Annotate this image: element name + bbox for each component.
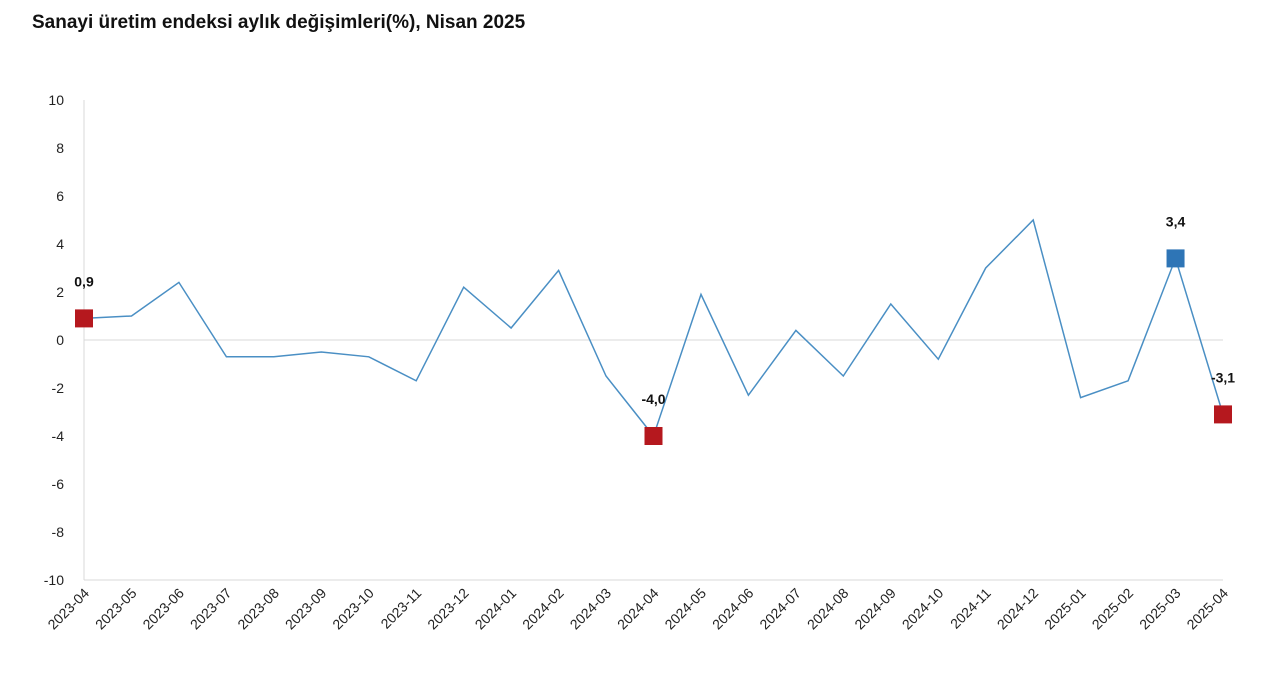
x-tick-label: 2024-02 xyxy=(519,585,567,633)
y-tick-label: 2 xyxy=(56,284,64,300)
data-point xyxy=(1126,379,1130,383)
y-tick-label: 8 xyxy=(56,140,64,156)
y-tick-label: 6 xyxy=(56,188,64,204)
x-tick-label: 2025-03 xyxy=(1136,585,1184,633)
y-tick-label: 4 xyxy=(56,236,64,252)
y-tick-label: -8 xyxy=(52,524,65,540)
data-point xyxy=(272,355,276,359)
data-label: -3,1 xyxy=(1211,369,1235,385)
x-tick-label: 2023-10 xyxy=(329,585,377,633)
x-tick-label: 2023-04 xyxy=(44,585,92,633)
data-point xyxy=(1079,396,1083,400)
x-tick-label: 2024-03 xyxy=(567,585,615,633)
data-point xyxy=(319,350,323,354)
data-point xyxy=(557,268,561,272)
data-point xyxy=(1031,218,1035,222)
data-point xyxy=(462,285,466,289)
data-point xyxy=(129,314,133,318)
highlight-marker xyxy=(1166,249,1185,268)
data-point xyxy=(177,280,181,284)
data-point xyxy=(984,266,988,270)
data-point xyxy=(604,374,608,378)
data-point xyxy=(936,357,940,361)
data-point xyxy=(889,302,893,306)
x-tick-label: 2024-04 xyxy=(614,585,662,633)
y-tick-label: -10 xyxy=(44,572,64,588)
data-point xyxy=(841,374,845,378)
x-tick-label: 2024-05 xyxy=(661,585,709,633)
highlight-marker xyxy=(75,309,93,328)
x-tick-label: 2024-07 xyxy=(756,585,804,633)
data-label: 3,4 xyxy=(1166,213,1186,229)
x-tick-label: 2024-10 xyxy=(899,585,947,633)
x-tick-label: 2023-06 xyxy=(139,585,187,633)
x-tick-label: 2023-12 xyxy=(424,585,472,633)
x-tick-label: 2025-02 xyxy=(1089,585,1137,633)
x-tick-label: 2024-08 xyxy=(804,585,852,633)
data-label: 0,9 xyxy=(74,273,94,289)
y-tick-label: 0 xyxy=(56,332,64,348)
data-point xyxy=(794,328,798,332)
x-tick-label: 2023-09 xyxy=(282,585,330,633)
x-tick-label: 2024-01 xyxy=(472,585,520,633)
x-tick-label: 2023-05 xyxy=(92,585,140,633)
data-point xyxy=(414,379,418,383)
x-tick-label: 2025-04 xyxy=(1183,585,1231,633)
x-tick-label: 2023-08 xyxy=(234,585,282,633)
chart-title: Sanayi üretim endeksi aylık değişimleri(… xyxy=(32,12,526,33)
x-tick-label: 2024-09 xyxy=(851,585,899,633)
data-point xyxy=(367,355,371,359)
highlight-marker xyxy=(644,427,663,445)
x-tick-label: 2024-06 xyxy=(709,585,757,633)
x-tick-label: 2023-11 xyxy=(377,585,424,632)
x-tick-label: 2025-01 xyxy=(1041,585,1089,633)
y-tick-label: 10 xyxy=(48,92,64,108)
y-tick-label: -2 xyxy=(52,380,65,396)
data-point xyxy=(699,292,703,296)
x-tick-label: 2024-11 xyxy=(947,585,994,632)
data-point xyxy=(746,393,750,397)
data-point xyxy=(224,355,228,359)
y-tick-label: -4 xyxy=(52,428,65,444)
x-tick-label: 2023-07 xyxy=(187,585,235,633)
data-point xyxy=(509,326,513,330)
highlight-marker xyxy=(1214,405,1232,424)
x-tick-label: 2024-12 xyxy=(994,585,1042,633)
y-tick-label: -6 xyxy=(52,476,65,492)
data-label: -4,0 xyxy=(641,391,665,407)
